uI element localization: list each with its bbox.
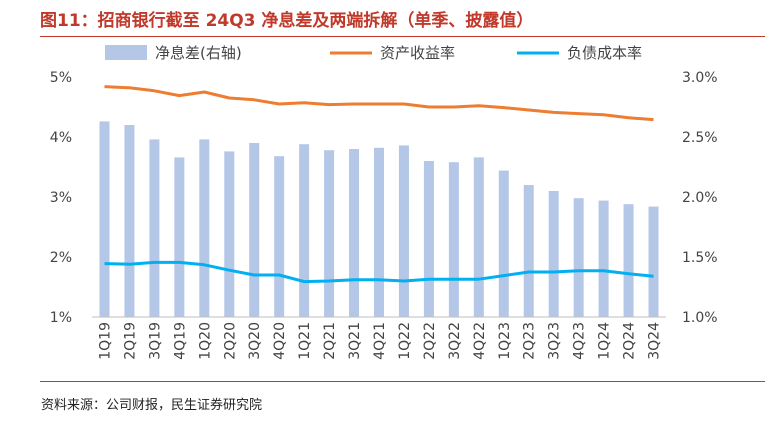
x-axis-tick-label: 4Q20 [272,322,288,360]
x-axis-tick-label: 1Q23 [497,322,513,360]
nim-bar [498,170,509,317]
legend-label: 负债成本率 [567,44,642,62]
x-axis-tick-label: 3Q19 [147,322,163,360]
legend-swatch-bar [105,45,147,60]
x-axis-tick-label: 2Q23 [522,322,538,360]
x-axis-tick-label: 1Q24 [597,322,613,360]
x-axis-tick-label: 3Q21 [347,322,363,360]
x-axis-tick-label: 3Q22 [447,322,463,360]
asset-yield-line [104,85,654,122]
left-axis-tick-label: 4% [50,130,72,146]
nim-bar [349,149,360,317]
nim-bar [523,185,534,317]
nim-bar [224,151,235,317]
x-axis-tick-label: 4Q23 [572,322,588,360]
nim-bar [623,204,634,317]
nim-bar [473,157,484,317]
x-axis-tick-label: 1Q22 [397,322,413,360]
legend-label: 资产收益率 [380,44,455,62]
nim-bar [398,145,409,317]
nim-bar [274,156,285,317]
nim-bar [448,162,459,317]
nim-bar [598,200,609,317]
nim-bar [124,125,135,317]
right-axis-tick-label: 2.0% [682,190,718,206]
nim-bar [324,150,335,317]
x-axis-tick-label: 3Q23 [547,322,563,360]
nim-bar [548,191,559,317]
nim-bar [174,157,185,317]
nim-bar [149,139,160,317]
x-axis-tick-label: 1Q20 [197,322,213,360]
nim-bar [573,198,584,317]
left-axis-tick-label: 2% [50,250,72,266]
x-axis-tick-label: 4Q22 [472,322,488,360]
left-axis-tick-label: 1% [50,310,72,326]
x-axis-tick-label: 2Q22 [422,322,438,360]
x-axis-tick-label: 2Q24 [622,322,638,360]
x-axis-tick-label: 2Q19 [122,322,138,360]
x-axis-tick-label: 4Q21 [372,322,388,360]
x-axis-tick-label: 2Q20 [222,322,238,360]
x-axis-tick-label: 3Q20 [247,322,263,360]
legend-label: 净息差(右轴) [155,44,242,62]
right-axis-tick-label: 3.0% [682,70,718,86]
right-axis-tick-label: 1.0% [682,310,718,326]
x-axis-tick-label: 1Q19 [97,322,113,360]
title-rule [40,36,765,37]
source-note: 资料来源：公司财报，民生证券研究院 [41,398,263,413]
x-axis-tick-label: 4Q19 [172,322,188,360]
nim-bar [199,139,210,317]
nim-bar [374,147,384,317]
x-axis-tick-label: 1Q21 [297,322,313,360]
left-axis-tick-label: 5% [50,70,72,86]
x-axis-tick-label: 3Q24 [647,322,663,360]
source-rule [40,381,765,382]
liability-cost-line [104,260,654,284]
right-axis-tick-label: 1.5% [682,250,718,266]
right-axis-tick-label: 2.5% [682,130,718,146]
nim-bar [423,161,434,317]
nim-bar [299,144,310,317]
nim-bar [249,143,260,317]
nim-bar [99,121,110,318]
x-axis-tick-label: 2Q21 [322,322,338,360]
nim-bar [648,206,659,317]
left-axis-tick-label: 3% [50,190,72,206]
figure-title: 图11：招商银行截至 24Q3 净息差及两端拆解（单季、披露值） [40,11,534,31]
